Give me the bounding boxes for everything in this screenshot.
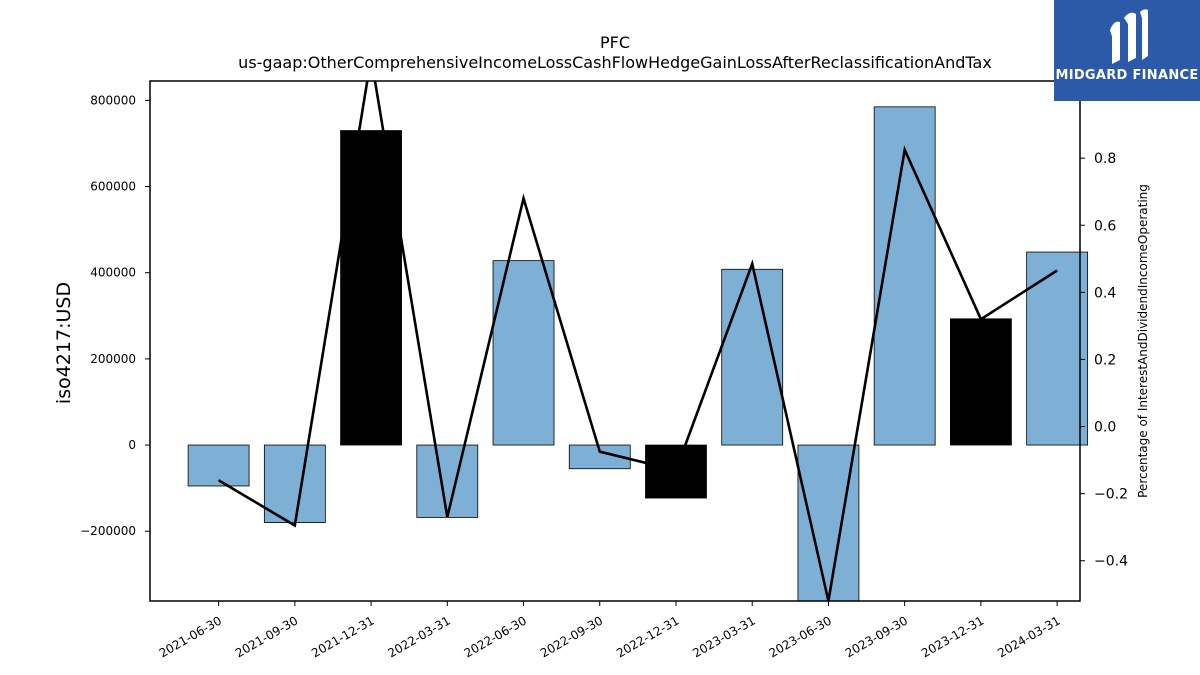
line-group xyxy=(217,81,1058,601)
y-tick-label: 800000 xyxy=(90,93,136,107)
bar-2022-09-30 xyxy=(568,444,631,470)
y-tick-label: 200000 xyxy=(90,352,136,366)
bar-2022-06-30 xyxy=(492,260,555,446)
x-tick-label: 2023-12-31 xyxy=(919,613,986,660)
y2-axis-label: Percentage of InterestAndDividendIncomeO… xyxy=(1136,184,1150,498)
x-axis: 2021-06-30 2021-09-30 2021-12-31 2022-03-31… xyxy=(157,601,1063,660)
bar-2024-03-31 xyxy=(1026,251,1089,446)
bar-2022-03-31 xyxy=(416,444,479,518)
x-tick-label: 2023-06-30 xyxy=(767,613,834,660)
logo-mark-icon xyxy=(1110,9,1148,64)
y2-tick-label: 0.4 xyxy=(1094,285,1116,301)
x-tick-label: 2023-09-30 xyxy=(843,613,910,660)
bar-2023-06-30 xyxy=(797,444,860,602)
bar-2021-09-30 xyxy=(263,444,326,523)
x-tick-label: 2021-09-30 xyxy=(233,613,300,660)
bar-2021-12-31 xyxy=(340,130,402,446)
bar-2022-12-31 xyxy=(645,444,707,499)
y2-tick-label: −0.4 xyxy=(1094,554,1128,570)
bar-2021-06-30 xyxy=(187,444,250,487)
y2-tick-label: 0.0 xyxy=(1094,420,1116,436)
x-tick-label: 2022-09-30 xyxy=(538,613,605,660)
y2-tick-label: 0.8 xyxy=(1094,151,1116,167)
y-tick-label: 400000 xyxy=(90,266,136,280)
x-tick-label: 2021-12-31 xyxy=(309,613,376,660)
x-tick-label: 2022-06-30 xyxy=(462,613,529,660)
x-tick-label: 2023-03-31 xyxy=(690,613,757,660)
x-tick-label: 2022-12-31 xyxy=(614,613,681,660)
y2-tick-label: 0.2 xyxy=(1094,352,1116,368)
y-tick-label: 600000 xyxy=(90,180,136,194)
series-line xyxy=(217,81,1058,601)
chart-subtitle: us-gaap:OtherComprehensiveIncomeLossCash… xyxy=(238,53,992,72)
x-tick-label: 2024-03-31 xyxy=(995,613,1062,660)
chart-title: PFC xyxy=(600,33,630,52)
y2-tick-label: −0.2 xyxy=(1094,487,1128,503)
x-tick-label: 2022-03-31 xyxy=(385,613,452,660)
y-tick-label: −200000 xyxy=(80,524,136,538)
plot-frame xyxy=(149,80,1081,602)
x-tick-label: 2021-06-30 xyxy=(157,613,224,660)
y-tick-label: 0 xyxy=(128,438,136,452)
brand-logo: MIDGARD FINANCE xyxy=(1054,0,1200,101)
y2-tick-label: 0.6 xyxy=(1094,218,1116,234)
bars-group xyxy=(187,106,1089,602)
y-axis-label: iso4217:USD xyxy=(53,282,75,404)
logo-text: MIDGARD FINANCE xyxy=(1055,68,1199,83)
bar-2023-12-31 xyxy=(950,318,1012,446)
y-axis: −200000 0 200000 400000 600000 800000 xyxy=(80,93,150,538)
